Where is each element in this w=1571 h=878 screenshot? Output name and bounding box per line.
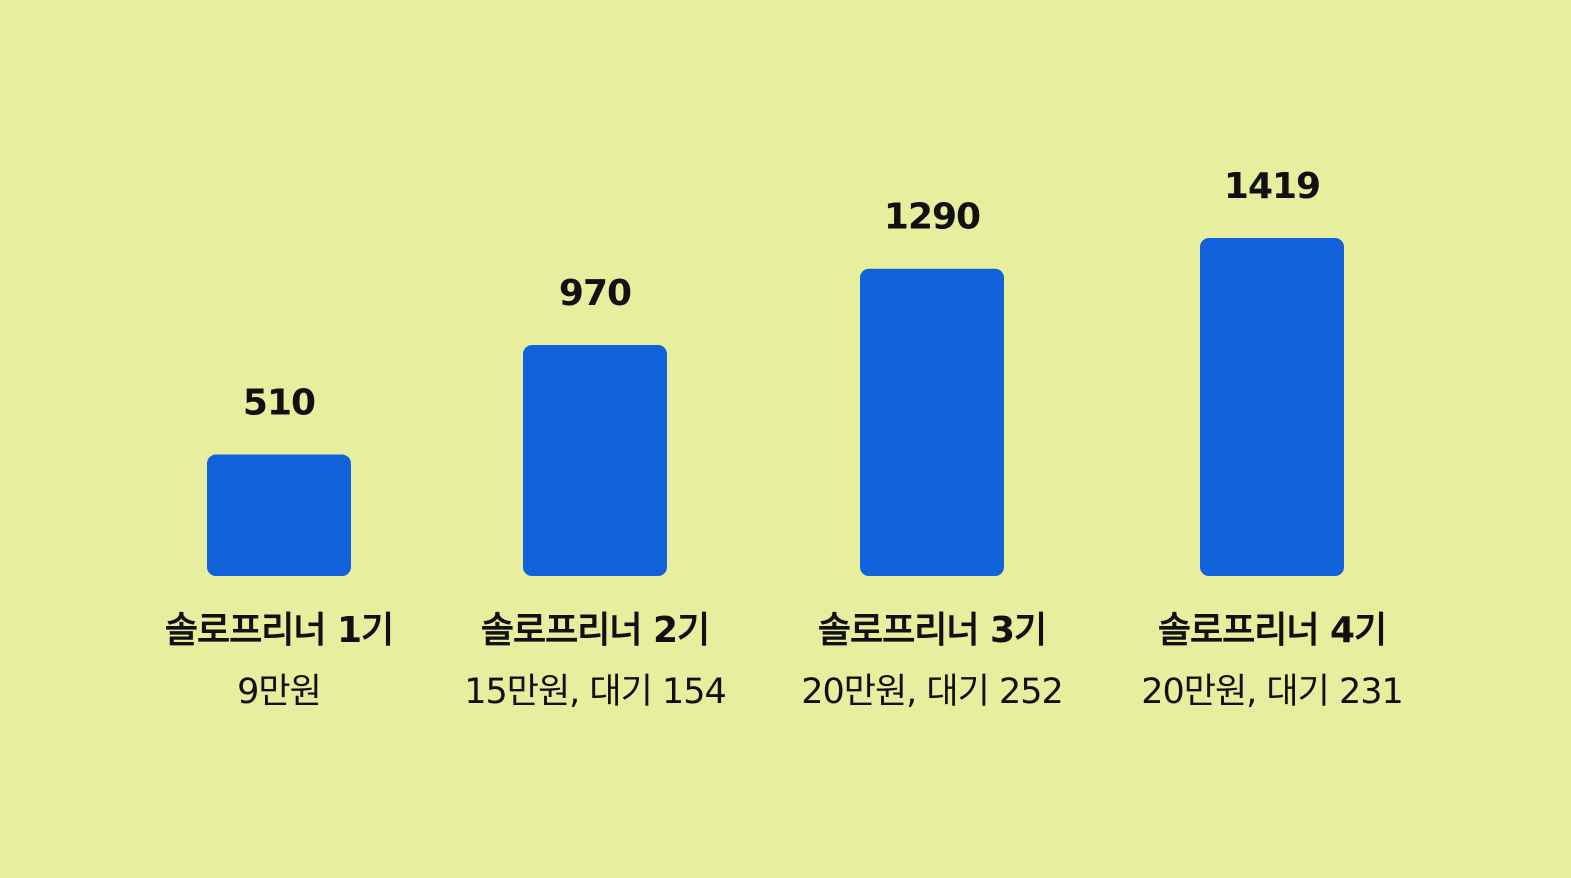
bar-3 [860, 268, 1004, 576]
bar-2 [523, 344, 667, 576]
category-label: 솔로프리너 4기 [1158, 610, 1386, 651]
bar-value-label: 970 [559, 273, 631, 314]
bar-1 [207, 454, 351, 576]
bar-value-label: 510 [243, 383, 315, 424]
labels-group: 510 솔로프리너 1기 9만원 970 솔로프리너 2기 15만원, 대기 154 129… [165, 166, 1404, 712]
category-sub-label: 9만원 [237, 672, 321, 712]
category-label: 솔로프리너 3기 [818, 610, 1046, 651]
category-sub-label: 15만원, 대기 154 [464, 672, 726, 712]
category-sub-label: 20만원, 대기 231 [1141, 672, 1403, 712]
bars-group [207, 238, 1344, 576]
category-sub-label: 20만원, 대기 252 [801, 672, 1063, 712]
bar-value-label: 1290 [884, 197, 980, 238]
category-label: 솔로프리너 1기 [165, 610, 393, 651]
bar-value-label: 1419 [1224, 166, 1320, 207]
category-label: 솔로프리너 2기 [481, 610, 709, 651]
bar-4 [1200, 238, 1344, 576]
